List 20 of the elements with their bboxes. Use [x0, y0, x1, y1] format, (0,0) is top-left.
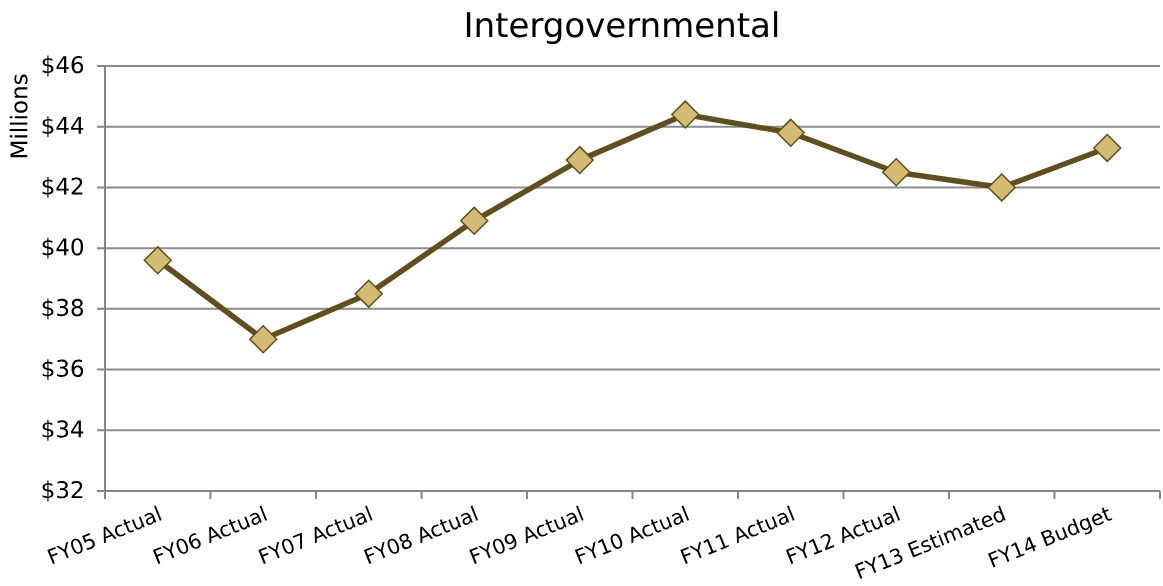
point [460, 206, 489, 236]
chart-title: Intergovernmental [466, 11, 778, 45]
y-tick-label: $32 [42, 480, 83, 502]
point [671, 100, 700, 129]
y-tick-label: $42 [42, 177, 83, 198]
point [776, 118, 805, 147]
point [354, 279, 383, 308]
point [249, 325, 278, 354]
point [143, 246, 172, 275]
point [1093, 133, 1122, 163]
y-tick-label: $46 [42, 55, 84, 77]
point [565, 145, 594, 175]
point [987, 173, 1016, 202]
point [882, 158, 911, 187]
y-tick-label: $44 [42, 116, 84, 138]
y-axis-title: Millions [9, 74, 28, 158]
y-tick-label: $36 [42, 359, 84, 381]
y-tick-label: $40 [42, 237, 84, 259]
y-tick-label: $34 [42, 419, 84, 441]
y-tick-label: $38 [42, 298, 84, 320]
